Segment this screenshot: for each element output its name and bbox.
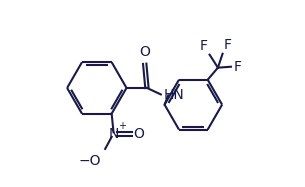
Text: O: O — [139, 45, 150, 59]
Text: F: F — [224, 38, 231, 52]
Text: −O: −O — [79, 154, 102, 168]
Text: HN: HN — [164, 88, 185, 102]
Text: O: O — [134, 127, 145, 141]
Text: N: N — [108, 127, 119, 141]
Text: F: F — [200, 39, 208, 53]
Text: +: + — [118, 121, 126, 131]
Text: F: F — [234, 60, 242, 74]
